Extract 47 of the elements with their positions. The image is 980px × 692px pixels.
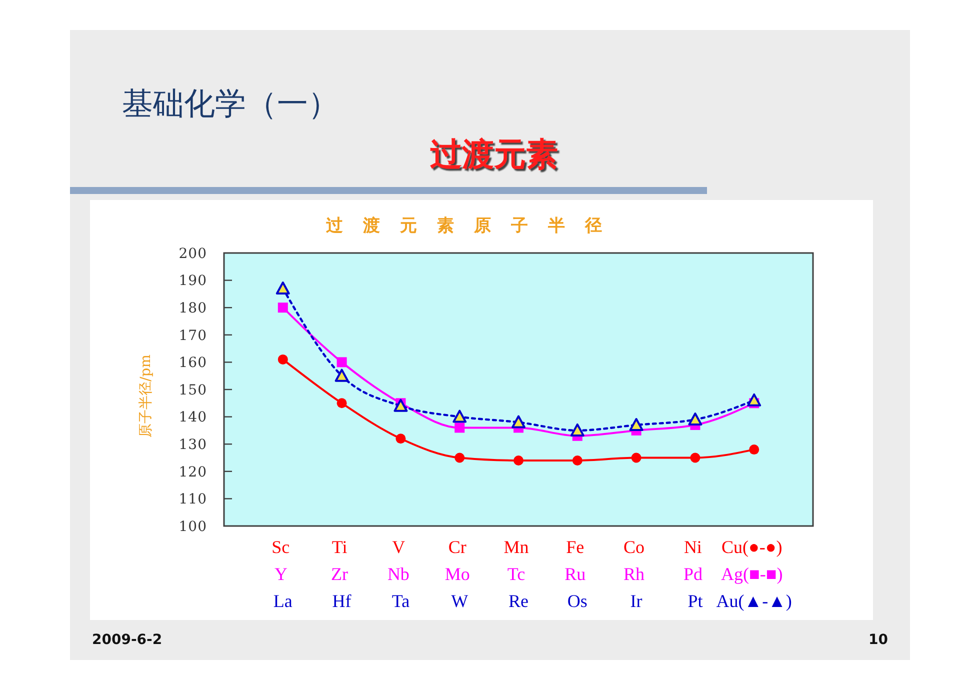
- point: [452, 410, 467, 423]
- point: [336, 357, 347, 368]
- point: [276, 281, 290, 294]
- y-tick-label: 150: [178, 382, 207, 398]
- y-tick-label: 120: [178, 464, 207, 480]
- y-tick-label: 180: [178, 300, 207, 316]
- text: 基础化学（一）: [122, 86, 339, 122]
- x-tick-label: Ni Pd Pt: [683, 537, 707, 611]
- x-tick-label: Cu(●-●) Ag(■-■) Au(▲-▲): [716, 537, 792, 611]
- point: [278, 302, 288, 313]
- point: [572, 455, 582, 466]
- point: [454, 452, 465, 463]
- y-tick-label: 140: [178, 410, 207, 426]
- point: [570, 423, 584, 436]
- y-tick-label: 200: [178, 246, 207, 262]
- point: [454, 422, 465, 433]
- text: 2009-6-2: [92, 632, 162, 648]
- point: [394, 398, 408, 412]
- y-axis-title: 原子半径/pm: [138, 354, 154, 438]
- point: [336, 398, 347, 408]
- point: [690, 452, 700, 463]
- point: [747, 393, 762, 406]
- point: [629, 418, 644, 431]
- x-tick-label: Mn Tc Re: [504, 537, 534, 611]
- y-tick-label: 100: [178, 518, 207, 535]
- point: [688, 412, 702, 426]
- point: [514, 455, 524, 466]
- point: [749, 444, 760, 455]
- x-tick-label: Fe Ru Os: [564, 537, 590, 611]
- y-tick-label: 160: [178, 355, 207, 372]
- y-tick-label: 130: [178, 437, 207, 453]
- point: [396, 434, 406, 444]
- x-tick-label: Ti Zr Hf: [331, 537, 353, 611]
- point: [334, 368, 349, 382]
- x-tick-label: Co Rh Ir: [624, 537, 650, 611]
- x-tick-label: Sc Y La: [272, 537, 294, 611]
- y-tick-label: 170: [178, 328, 207, 344]
- point: [631, 452, 642, 463]
- point: [278, 354, 288, 364]
- text: 10: [868, 632, 888, 648]
- x-tick-label: Cr Mo W: [444, 537, 474, 611]
- point: [512, 415, 526, 428]
- text: 过渡元素: [430, 135, 558, 173]
- y-tick-label: 190: [178, 273, 207, 290]
- chart-title: 过渡元素原子半径: [325, 216, 622, 236]
- x-tick-label: V Nb Ta: [387, 537, 414, 611]
- y-tick-label: 110: [178, 492, 207, 508]
